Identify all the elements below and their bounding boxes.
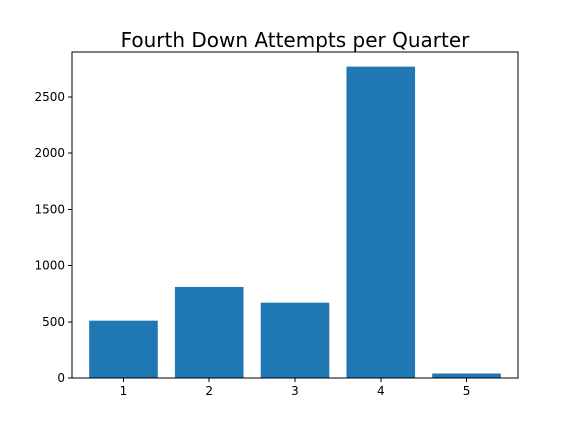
y-tick-label: 1500 — [34, 202, 65, 216]
bar-4 — [346, 66, 416, 378]
bar-1 — [89, 320, 158, 378]
chart-title: Fourth Down Attempts per Quarter — [121, 28, 471, 52]
y-tick-label: 0 — [57, 371, 65, 385]
x-tick-label: 2 — [205, 384, 213, 398]
y-tick-label: 2000 — [34, 146, 65, 160]
x-tick-label: 3 — [291, 384, 299, 398]
x-tick-label: 5 — [463, 384, 471, 398]
y-axis: 0 500 1000 1500 2000 2500 — [34, 90, 72, 385]
y-tick-label: 500 — [42, 315, 65, 329]
x-axis: 1 2 3 4 5 — [120, 378, 471, 398]
y-tick-label: 2500 — [34, 90, 65, 104]
bar-3 — [260, 302, 330, 378]
bar-2 — [174, 286, 244, 378]
y-tick-label: 1000 — [34, 259, 65, 273]
bars-group — [89, 66, 501, 378]
x-tick-label: 1 — [120, 384, 128, 398]
bar-5 — [432, 373, 501, 378]
x-tick-label: 4 — [377, 384, 385, 398]
plot-frame — [71, 51, 519, 379]
